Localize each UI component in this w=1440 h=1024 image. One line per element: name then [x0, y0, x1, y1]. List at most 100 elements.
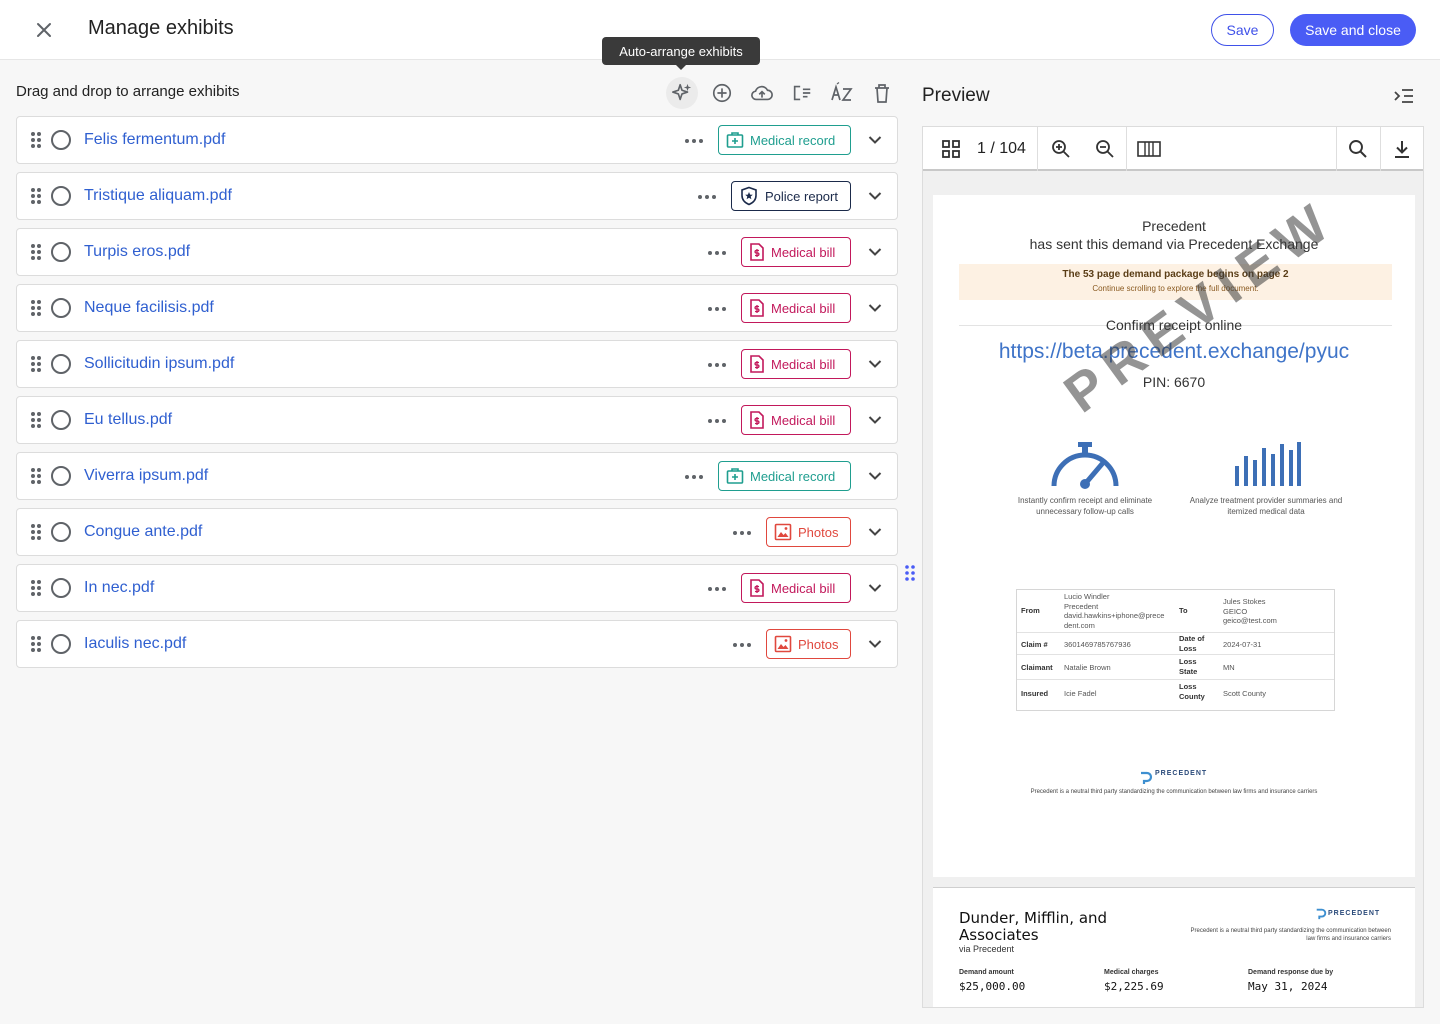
exhibit-select-radio[interactable]	[51, 354, 71, 374]
more-options-button[interactable]	[682, 131, 706, 151]
exhibit-row[interactable]: Turpis eros.pdf Medical bill	[16, 228, 898, 276]
exhibit-file-name[interactable]: Congue ante.pdf	[84, 523, 203, 540]
exhibit-select-radio[interactable]	[51, 522, 71, 542]
confirm-url[interactable]: https://beta.precedent.exchange/pyuc	[998, 340, 1350, 363]
drag-handle[interactable]	[30, 355, 42, 373]
expand-row-button[interactable]	[865, 186, 885, 206]
exhibit-type-tag[interactable]: Medical bill	[741, 293, 851, 323]
delete-button[interactable]	[866, 77, 898, 109]
zoom-out-button[interactable]	[1090, 135, 1120, 163]
loss-state-label: Loss State	[1179, 657, 1198, 676]
drag-handle[interactable]	[30, 635, 42, 653]
medical-bill-icon	[749, 299, 765, 317]
exhibit-row[interactable]: Tristique aliquam.pdf Police report	[16, 172, 898, 220]
expand-row-button[interactable]	[865, 354, 885, 374]
exhibit-row[interactable]: Viverra ipsum.pdf Medical record	[16, 452, 898, 500]
expand-row-button[interactable]	[865, 522, 885, 542]
drag-handle[interactable]	[30, 299, 42, 317]
exhibit-select-radio[interactable]	[51, 410, 71, 430]
zoom-in-icon	[1052, 140, 1070, 158]
exhibit-type-tag[interactable]: Medical bill	[741, 349, 851, 379]
save-button[interactable]: Save	[1211, 14, 1274, 46]
exhibit-type-tag[interactable]: Photos	[766, 517, 851, 547]
exhibit-type-tag[interactable]: Medical record	[718, 461, 851, 491]
thumbnails-button[interactable]	[936, 135, 966, 163]
spread-view-button[interactable]	[1134, 135, 1164, 163]
drag-handle[interactable]	[30, 467, 42, 485]
pdf-viewer: 1 / 104 Precedent has sent this demand v…	[922, 126, 1424, 1008]
more-options-button[interactable]	[705, 355, 729, 375]
exhibit-file-name[interactable]: Viverra ipsum.pdf	[84, 467, 209, 484]
drag-handle[interactable]	[30, 243, 42, 261]
exhibit-row[interactable]: Sollicitudin ipsum.pdf Medical bill	[16, 340, 898, 388]
drag-handle[interactable]	[30, 579, 42, 597]
exhibit-file-name[interactable]: Neque facilisis.pdf	[84, 299, 214, 316]
drag-handle[interactable]	[30, 187, 42, 205]
exhibit-file-name[interactable]: Sollicitudin ipsum.pdf	[84, 355, 235, 372]
exhibit-row[interactable]: Iaculis nec.pdf Photos	[16, 620, 898, 668]
expand-row-button[interactable]	[865, 466, 885, 486]
more-options-button[interactable]	[695, 187, 719, 207]
more-options-button[interactable]	[705, 299, 729, 319]
checklist-button[interactable]	[786, 77, 818, 109]
upload-button[interactable]	[746, 77, 778, 109]
drag-handle[interactable]	[30, 523, 42, 541]
exhibit-select-radio[interactable]	[51, 466, 71, 486]
sort-az-button[interactable]	[826, 77, 858, 109]
exhibit-type-label: Medical record	[750, 468, 836, 484]
exhibit-type-tag[interactable]: Police report	[731, 181, 851, 211]
exhibit-select-radio[interactable]	[51, 186, 71, 206]
collapse-preview-button[interactable]	[1394, 87, 1414, 105]
panel-resize-handle[interactable]	[905, 565, 915, 581]
exhibit-select-radio[interactable]	[51, 298, 71, 318]
exhibit-row[interactable]: In nec.pdf Medical bill	[16, 564, 898, 612]
exhibit-type-tag[interactable]: Photos	[766, 629, 851, 659]
exhibit-file-name[interactable]: Felis fermentum.pdf	[84, 131, 226, 148]
exhibit-file-name[interactable]: Iaculis nec.pdf	[84, 635, 187, 652]
more-options-button[interactable]	[682, 467, 706, 487]
more-options-button[interactable]	[705, 579, 729, 599]
more-options-button[interactable]	[705, 243, 729, 263]
more-options-button[interactable]	[730, 523, 754, 543]
more-options-button[interactable]	[730, 635, 754, 655]
download-button[interactable]	[1387, 135, 1417, 163]
exhibit-type-tag[interactable]: Medical bill	[741, 405, 851, 435]
exhibit-file-name[interactable]: Eu tellus.pdf	[84, 411, 173, 428]
auto-arrange-button[interactable]	[666, 77, 698, 109]
expand-row-button[interactable]	[865, 242, 885, 262]
section-heading: Drag and drop to arrange exhibits	[16, 83, 240, 100]
exhibit-file-name[interactable]: Tristique aliquam.pdf	[84, 187, 232, 204]
zoom-in-button[interactable]	[1046, 135, 1076, 163]
response-due-label: Demand response due by	[1248, 969, 1334, 976]
preview-title: Preview	[922, 85, 990, 106]
exhibit-type-tag[interactable]: Medical bill	[741, 573, 851, 603]
logo-tagline: Precedent is a neutral third party stand…	[1190, 928, 1391, 942]
exhibit-select-radio[interactable]	[51, 242, 71, 262]
expand-row-button[interactable]	[865, 634, 885, 654]
search-document-button[interactable]	[1343, 135, 1373, 163]
exhibit-type-tag[interactable]: Medical record	[718, 125, 851, 155]
save-and-close-button[interactable]: Save and close	[1290, 14, 1416, 46]
add-exhibit-button[interactable]	[706, 77, 738, 109]
exhibit-type-tag[interactable]: Medical bill	[741, 237, 851, 267]
viewer-toolbar: 1 / 104	[923, 127, 1423, 171]
exhibit-select-radio[interactable]	[51, 578, 71, 598]
expand-row-button[interactable]	[865, 298, 885, 318]
exhibit-row[interactable]: Felis fermentum.pdf Medical record	[16, 116, 898, 164]
exhibit-file-name[interactable]: In nec.pdf	[84, 579, 155, 596]
close-button[interactable]	[30, 16, 58, 44]
exhibit-row[interactable]: Congue ante.pdf Photos	[16, 508, 898, 556]
drag-handle[interactable]	[30, 131, 42, 149]
feature-analyze-text: Analyze treatment provider summaries and…	[1189, 496, 1343, 516]
more-options-button[interactable]	[705, 411, 729, 431]
exhibit-file-name[interactable]: Turpis eros.pdf	[84, 243, 191, 260]
expand-row-button[interactable]	[865, 130, 885, 150]
drag-handle[interactable]	[30, 411, 42, 429]
table-rule	[1017, 654, 1334, 655]
expand-row-button[interactable]	[865, 578, 885, 598]
exhibit-select-radio[interactable]	[51, 130, 71, 150]
exhibit-row[interactable]: Neque facilisis.pdf Medical bill	[16, 284, 898, 332]
exhibit-row[interactable]: Eu tellus.pdf Medical bill	[16, 396, 898, 444]
expand-row-button[interactable]	[865, 410, 885, 430]
exhibit-select-radio[interactable]	[51, 634, 71, 654]
